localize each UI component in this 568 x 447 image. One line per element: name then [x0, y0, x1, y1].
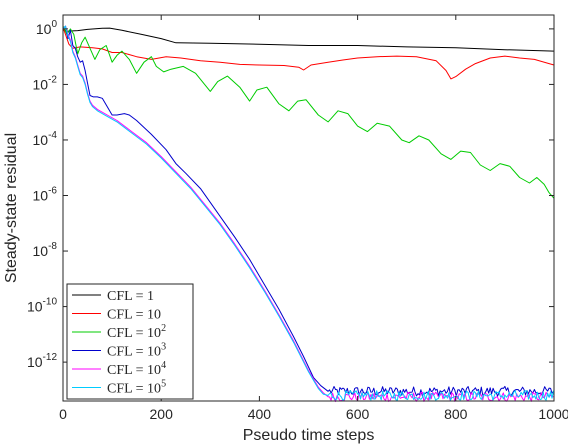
- series-line-1: [62, 27, 555, 52]
- x-tick-label: 200: [150, 406, 174, 422]
- x-tick-label: 800: [444, 406, 468, 422]
- y-tick-base: 10: [33, 243, 49, 259]
- plot-frame: [62, 14, 555, 402]
- tick-layer: 0 200 400 600 800 100010010-210-410-610-810-1…: [27, 15, 568, 422]
- y-tick-exponent: -2: [48, 74, 57, 85]
- legend-entry-exponent: 4: [161, 360, 166, 371]
- legend-entry-exponent: 3: [161, 342, 166, 353]
- legend-entry: CFL = 10: [107, 308, 161, 323]
- y-tick-exponent: -12: [43, 352, 58, 363]
- y-tick-label: 10-2: [33, 74, 58, 92]
- x-tick-label: 600: [346, 406, 370, 422]
- y-tick-label: 10-12: [27, 352, 57, 370]
- y-tick-label: 10-8: [33, 241, 58, 259]
- y-axis-label: Steady-state residual: [3, 133, 20, 283]
- y-tick-base: 10: [33, 188, 49, 204]
- y-tick-base: 10: [36, 21, 52, 37]
- x-tick-label: 400: [248, 406, 272, 422]
- y-tick-exponent: 0: [51, 19, 57, 30]
- series-line-5: [62, 25, 554, 403]
- series-line-2: [62, 27, 555, 80]
- legend-entry-exponent: 5: [161, 379, 166, 390]
- y-tick-base: 10: [27, 354, 43, 370]
- legend-entry: CFL = 1: [107, 289, 154, 304]
- series-layer: [62, 25, 555, 403]
- legend-entry-base: CFL = 10: [107, 345, 161, 360]
- x-axis-label: Pseudo time steps: [243, 427, 375, 444]
- y-tick-label: 10-4: [33, 130, 58, 148]
- y-tick-label: 10-6: [33, 186, 58, 204]
- y-tick-base: 10: [27, 299, 43, 315]
- y-tick-base: 10: [33, 132, 49, 148]
- series-line-6: [62, 25, 555, 401]
- legend-entry-base: CFL = 10: [107, 308, 161, 323]
- legend-entry-base: CFL = 10: [107, 363, 161, 378]
- legend-entry-base: CFL = 10: [107, 382, 161, 397]
- x-tick-label: 1000: [538, 406, 568, 422]
- legend-entry-base: CFL = 10: [107, 326, 161, 341]
- y-tick-base: 10: [33, 76, 49, 92]
- legend-entry-exponent: 2: [161, 323, 166, 334]
- legend-entry: CFL = 102: [107, 323, 166, 341]
- series-line-4: [62, 25, 555, 397]
- legend-entry: CFL = 105: [107, 379, 166, 397]
- y-tick-label: 100: [36, 19, 58, 37]
- legend-box: [66, 283, 194, 400]
- series-line-3: [62, 25, 555, 199]
- legend-entry: CFL = 103: [107, 342, 166, 360]
- y-tick-exponent: -10: [43, 297, 58, 308]
- y-tick-exponent: -6: [48, 186, 57, 197]
- y-tick-exponent: -4: [48, 130, 57, 141]
- x-tick-label: 0: [59, 406, 67, 422]
- legend-entry-base: CFL = 1: [107, 289, 154, 304]
- y-tick-exponent: -8: [48, 241, 57, 252]
- y-tick-label: 10-10: [27, 297, 57, 315]
- legend-entry: CFL = 104: [107, 360, 166, 378]
